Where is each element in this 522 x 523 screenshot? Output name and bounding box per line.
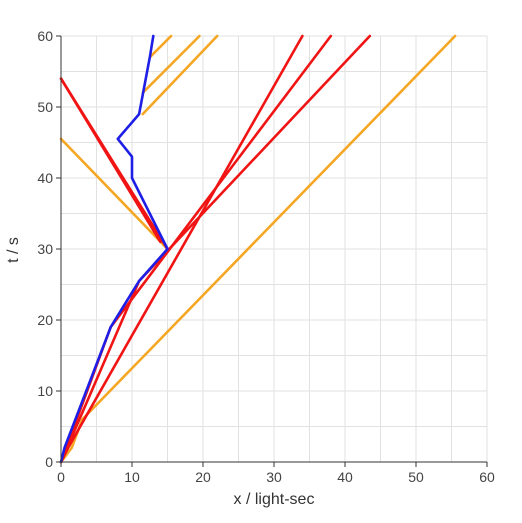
axes: 0 10 20 30 40 50 60 0 10 20 30 40 50 60 <box>37 28 495 485</box>
x-tick-label: 40 <box>337 469 353 485</box>
series-line-blue-11 <box>59 34 169 464</box>
series-line-orange-2 <box>59 137 169 251</box>
series-line-orange-3 <box>141 34 219 116</box>
grid <box>60 35 488 463</box>
series-layer <box>59 34 457 464</box>
y-tick-label: 20 <box>37 312 53 328</box>
y-tick-label: 10 <box>37 383 53 399</box>
y-tick-label: 50 <box>37 99 53 115</box>
x-tick-label: 50 <box>408 469 424 485</box>
x-axis-title: x / light-sec <box>234 491 315 508</box>
y-tick-label: 40 <box>37 170 53 186</box>
series-line-orange-4 <box>141 34 201 95</box>
series-line-red-10 <box>59 77 162 244</box>
series-line-orange-5 <box>148 34 173 59</box>
y-axis-title: t / s <box>5 237 22 263</box>
y-tick-label: 60 <box>37 28 53 44</box>
x-tick-label: 30 <box>266 469 282 485</box>
x-tick-label: 20 <box>195 469 211 485</box>
y-tick-label: 30 <box>37 241 53 257</box>
y-tick-label: 0 <box>45 454 53 470</box>
x-tick-label: 60 <box>479 469 495 485</box>
x-tick-label: 0 <box>57 469 65 485</box>
x-tick-label: 10 <box>124 469 140 485</box>
